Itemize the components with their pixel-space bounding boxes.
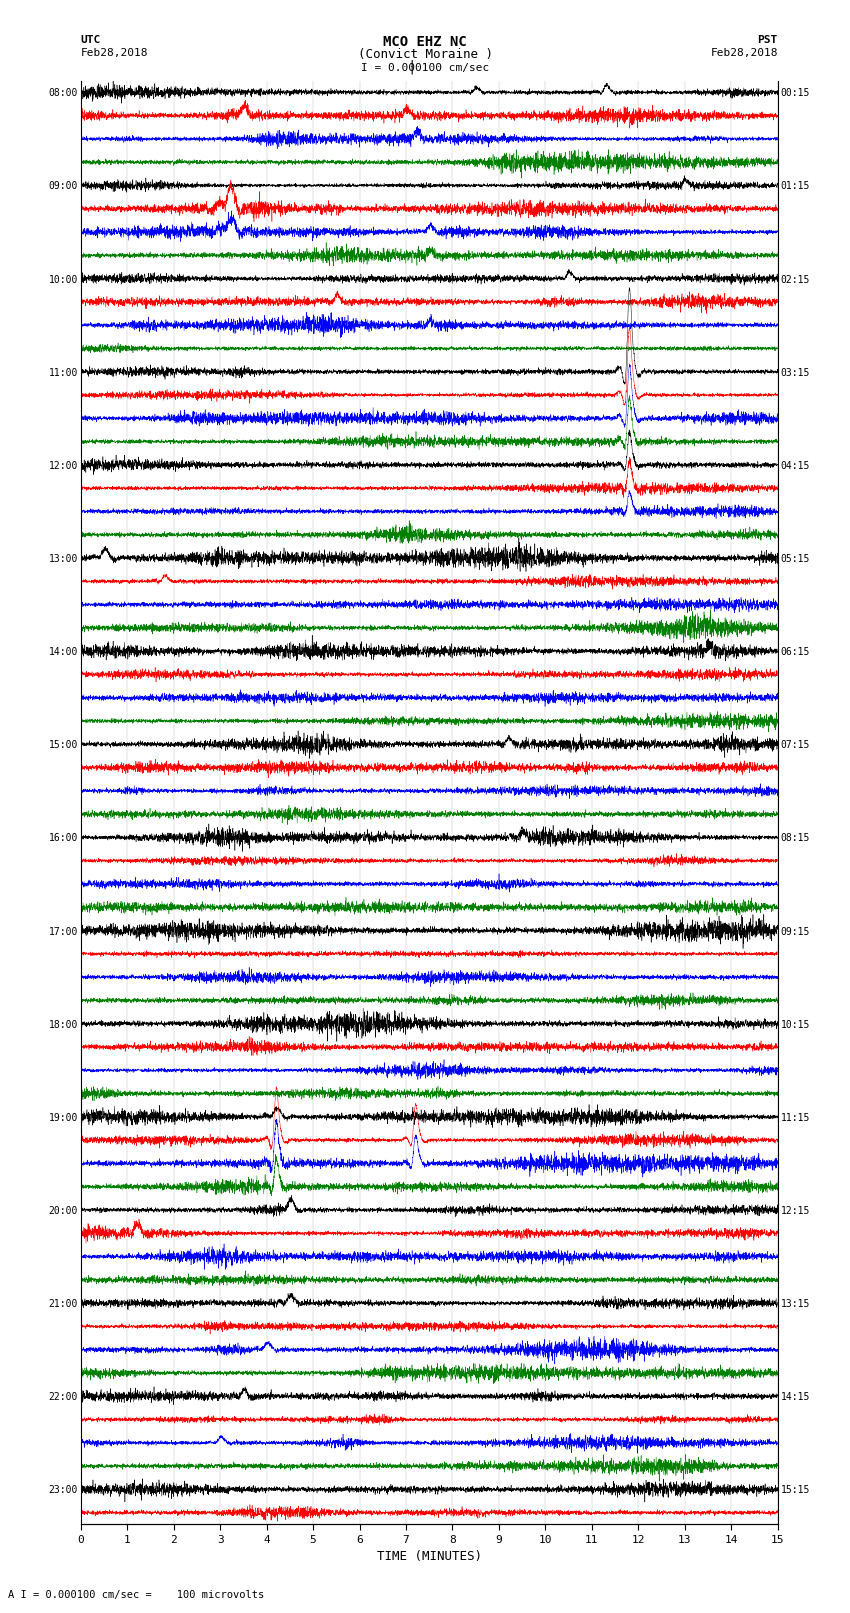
Text: Feb28,2018: Feb28,2018 bbox=[711, 48, 778, 58]
Text: (Convict Moraine ): (Convict Moraine ) bbox=[358, 48, 492, 61]
Text: UTC: UTC bbox=[81, 35, 101, 45]
Text: |: | bbox=[407, 60, 416, 74]
X-axis label: TIME (MINUTES): TIME (MINUTES) bbox=[377, 1550, 482, 1563]
Text: MCO EHZ NC: MCO EHZ NC bbox=[383, 35, 467, 50]
Text: PST: PST bbox=[757, 35, 778, 45]
Text: A I = 0.000100 cm/sec =    100 microvolts: A I = 0.000100 cm/sec = 100 microvolts bbox=[8, 1590, 264, 1600]
Text: I = 0.000100 cm/sec: I = 0.000100 cm/sec bbox=[361, 63, 489, 73]
Text: Feb28,2018: Feb28,2018 bbox=[81, 48, 148, 58]
